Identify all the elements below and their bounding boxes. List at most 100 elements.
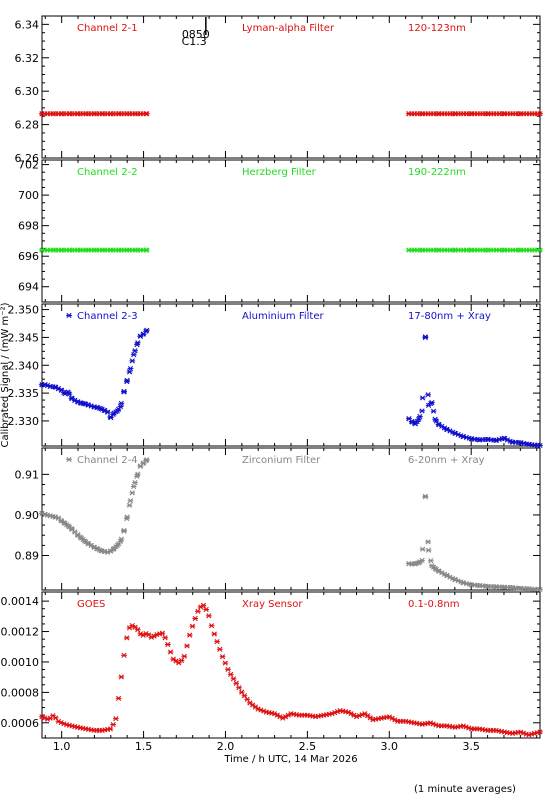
data-point	[501, 435, 507, 441]
panel-filter-label: Herzberg Filter	[242, 167, 317, 178]
data-point	[451, 576, 458, 583]
data-point	[42, 382, 49, 388]
data-point	[58, 247, 65, 253]
data-point	[468, 247, 475, 253]
panel-frame	[41, 591, 541, 739]
data-point	[509, 439, 516, 445]
data-point	[451, 430, 458, 436]
data-point	[47, 383, 54, 390]
data-point	[123, 635, 130, 641]
data-point	[134, 473, 140, 479]
data-point	[39, 247, 45, 253]
data-point	[121, 528, 127, 534]
data-point	[484, 111, 491, 117]
footnote: (1 minute averages)	[414, 784, 516, 795]
data-point	[501, 111, 507, 117]
data-point	[126, 502, 133, 508]
x-tick-label: 2.0	[217, 740, 235, 753]
data-point	[129, 358, 136, 364]
y-tick-label: 2.345	[8, 331, 40, 344]
panel-channel-label: Channel 2-1	[77, 23, 138, 34]
data-point	[425, 547, 432, 553]
y-tick-label: 2.330	[8, 415, 40, 428]
data-point	[50, 111, 57, 117]
data-point	[468, 111, 475, 117]
data-point	[127, 366, 134, 372]
x-axis-title: Time / h UTC, 14 Mar 2026	[223, 754, 357, 765]
series-points	[39, 457, 543, 593]
data-point	[537, 247, 543, 253]
data-point	[419, 408, 425, 414]
panel-3: 2.350 2.345 2.340 2.335 2.330 Channel 2-3 Alum…	[8, 303, 543, 449]
x-tick-label: 1.5	[135, 740, 153, 753]
data-point	[121, 389, 127, 395]
data-point	[132, 111, 139, 117]
legend-marker-icon	[66, 456, 72, 463]
series-points	[39, 602, 543, 738]
data-point	[432, 416, 439, 422]
y-tick-label: 6.30	[15, 85, 40, 98]
data-point	[66, 247, 73, 253]
y-tick-label: 2.340	[8, 359, 40, 372]
data-point	[484, 247, 491, 253]
data-point	[219, 654, 226, 660]
data-point	[435, 247, 442, 253]
panel-2: 702 700 698 696 694 Channel 2-2 Herzberg Filte…	[18, 159, 543, 303]
data-point	[104, 409, 111, 415]
panel-frame	[41, 447, 541, 591]
series-points	[39, 111, 543, 117]
data-point	[417, 413, 423, 420]
data-point	[451, 247, 458, 253]
data-point	[75, 247, 81, 253]
data-point	[181, 653, 188, 659]
data-point	[107, 415, 114, 421]
data-point	[115, 695, 122, 701]
data-point	[113, 716, 119, 722]
data-point	[435, 111, 442, 117]
data-point	[132, 247, 139, 253]
data-point	[443, 572, 450, 578]
x-tick-label: 2.5	[299, 740, 317, 753]
panel-filter-label: Zirconium Filter	[242, 455, 321, 466]
data-point	[107, 111, 114, 117]
data-point	[509, 584, 516, 591]
data-point	[517, 111, 524, 117]
data-point	[517, 247, 524, 253]
data-point	[435, 568, 442, 574]
data-point	[236, 685, 242, 691]
y-tick-label: 694	[18, 281, 39, 294]
data-point	[114, 542, 121, 548]
x-tick-label: 3.0	[381, 740, 399, 753]
data-point	[211, 631, 218, 637]
data-point	[419, 557, 425, 563]
data-point	[186, 632, 193, 638]
data-point	[427, 558, 434, 564]
data-point	[189, 623, 196, 629]
data-point	[460, 433, 466, 440]
panel-1: 6.34 6.32 6.30 6.28 6.26 Channel 2-1 Lyman-alp…	[15, 15, 543, 165]
y-tick-label: 0.0012	[1, 626, 40, 639]
series-points	[39, 327, 543, 449]
data-point	[225, 666, 231, 672]
data-point	[537, 442, 543, 449]
data-point	[203, 606, 210, 613]
y-tick-label: 700	[18, 189, 39, 202]
panel-frame	[41, 159, 541, 303]
panel-channel-label: Channel 2-3	[77, 311, 138, 322]
data-point	[110, 721, 116, 728]
data-point	[65, 389, 72, 395]
data-point	[206, 613, 212, 619]
data-point	[468, 436, 475, 442]
panel-filter-label: Xray Sensor	[242, 599, 303, 610]
data-point	[425, 539, 431, 545]
data-point	[129, 490, 136, 496]
data-point	[537, 729, 543, 735]
data-point	[50, 247, 57, 253]
data-point	[143, 327, 150, 333]
data-point	[476, 437, 483, 443]
data-point	[111, 410, 117, 416]
data-point	[143, 457, 150, 463]
data-point	[124, 247, 131, 253]
y-tick-label: 2.350	[8, 304, 40, 317]
data-point	[99, 247, 106, 253]
